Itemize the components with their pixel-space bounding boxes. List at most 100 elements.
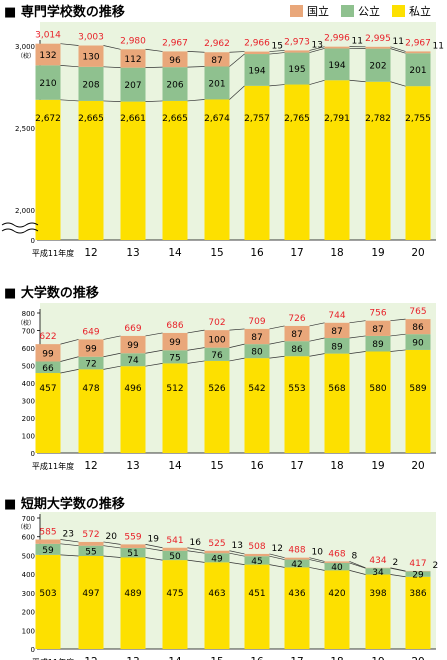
data-label-total: 744: [328, 311, 345, 321]
data-label-shiritsu: 2,755: [405, 114, 431, 124]
bar-shiritsu: [365, 351, 391, 453]
data-label-shiritsu: 2,674: [204, 114, 230, 124]
data-label-total: 756: [369, 309, 386, 319]
x-tick-label: 16: [250, 656, 264, 660]
bar-kouritsu: [284, 559, 310, 568]
data-label-kouritsu: 34: [372, 568, 384, 578]
bar-kokuritsu: [78, 541, 104, 546]
data-label-kokuritsu: 11: [433, 41, 444, 51]
connector-line-kouritsu: [60, 543, 79, 547]
data-label-kokuritsu: 130: [82, 53, 99, 63]
bar-kouritsu: [405, 334, 431, 350]
connector-line-shiritsu: [60, 99, 79, 102]
bar-kokuritsu: [35, 344, 61, 362]
connector-line-total: [145, 332, 163, 337]
x-tick-label: 18: [330, 460, 343, 472]
bar-kokuritsu: [120, 335, 146, 354]
bar-kouritsu: [204, 553, 230, 563]
data-label-total: 2,966: [244, 39, 270, 49]
data-label-kouritsu: 207: [124, 81, 141, 91]
connector-line-shiritsu: [187, 559, 205, 563]
bar-kouritsu: [35, 361, 61, 374]
connector-line-shiritsu: [187, 360, 205, 364]
bar-kouritsu: [324, 562, 350, 571]
data-label-kokuritsu: 15: [272, 42, 283, 52]
connector-line-kouritsu: [145, 547, 163, 552]
bar-shiritsu: [244, 358, 270, 453]
x-tick-label: 20: [411, 656, 424, 660]
bar-kokuritsu: [120, 49, 146, 68]
data-label-total: 559: [124, 532, 141, 542]
data-label-kouritsu: 89: [372, 340, 384, 350]
bar-kokuritsu: [405, 319, 431, 335]
connector-line-shiritsu: [187, 99, 205, 102]
bar-kouritsu: [120, 67, 146, 102]
bar-shiritsu: [35, 373, 61, 453]
x-tick-label: 18: [330, 656, 343, 660]
connector-line-total: [145, 48, 163, 52]
bar-shiritsu: [405, 576, 431, 649]
data-label-kokuritsu: 2: [433, 561, 439, 571]
data-label-total: 2,962: [204, 39, 230, 49]
connector-line-total: [229, 51, 245, 53]
bar-kouritsu: [204, 66, 230, 100]
data-label-shiritsu: 497: [82, 589, 99, 599]
data-label-kouritsu: 50: [169, 552, 181, 562]
bar-shiritsu: [35, 99, 61, 241]
y-tick-label: 800: [22, 310, 35, 318]
bar-kouritsu: [78, 66, 104, 101]
y-tick-label: 500: [22, 552, 35, 560]
bar-kouritsu: [405, 53, 431, 87]
connector-line-kouritsu: [390, 567, 406, 572]
connector-line-kouritsu: [103, 545, 121, 549]
y-tick-label: 700: [22, 328, 35, 336]
bar-shiritsu: [78, 100, 104, 240]
bar-shiritsu: [120, 557, 146, 649]
data-label-shiritsu: 503: [39, 589, 56, 599]
x-tick-label: 13: [126, 460, 139, 472]
connector-line-kouritsu: [390, 333, 406, 337]
data-label-shiritsu: 526: [208, 384, 225, 394]
data-label-shiritsu: 2,757: [244, 114, 270, 124]
data-label-total: 468: [328, 549, 345, 559]
bar-kokuritsu: [244, 51, 270, 55]
x-tick-label: 19: [371, 460, 384, 472]
data-label-shiritsu: 2,665: [78, 114, 104, 124]
data-label-kouritsu: 76: [211, 351, 223, 361]
data-label-total: 525: [208, 539, 225, 549]
data-label-total: 2,973: [284, 37, 310, 47]
bar-kokuritsu: [244, 553, 270, 557]
data-label-total: 702: [208, 318, 225, 328]
bar-shiritsu: [324, 570, 350, 649]
data-label-kouritsu: 210: [39, 79, 56, 89]
connector-line-shiritsu: [145, 557, 163, 561]
x-tick-label: 13: [126, 247, 139, 259]
bar-shiritsu: [405, 86, 431, 241]
y-unit-label: （校）: [17, 52, 35, 60]
data-label-kokuritsu: 87: [331, 327, 342, 337]
data-label-total: 669: [124, 324, 141, 334]
bar-shiritsu: [284, 356, 310, 453]
data-label-shiritsu: 451: [248, 589, 265, 599]
bar-shiritsu: [162, 560, 188, 649]
bar-kouritsu: [284, 52, 310, 85]
bar-kokuritsu: [78, 339, 104, 357]
connector-line-kouritsu: [309, 337, 325, 342]
connector-line-total: [349, 561, 366, 569]
bar-kouritsu: [284, 341, 310, 357]
data-label-kouritsu: 194: [328, 61, 345, 71]
connector-line-kouritsu: [269, 555, 285, 560]
connector-line-total: [390, 567, 406, 572]
data-label-total: 726: [288, 314, 305, 324]
connector-line-kouritsu: [229, 53, 245, 67]
connector-line-shiritsu: [229, 357, 245, 362]
bar-kokuritsu: [162, 332, 188, 351]
data-label-kouritsu: 89: [331, 342, 343, 352]
connector-line-total: [60, 339, 79, 345]
data-label-shiritsu: 568: [328, 384, 345, 394]
data-label-kouritsu: 66: [42, 364, 54, 374]
legend-label-kokuritsu: 国立: [307, 5, 329, 18]
data-label-kokuritsu: 13: [312, 40, 323, 50]
connector-line-total: [187, 329, 205, 334]
